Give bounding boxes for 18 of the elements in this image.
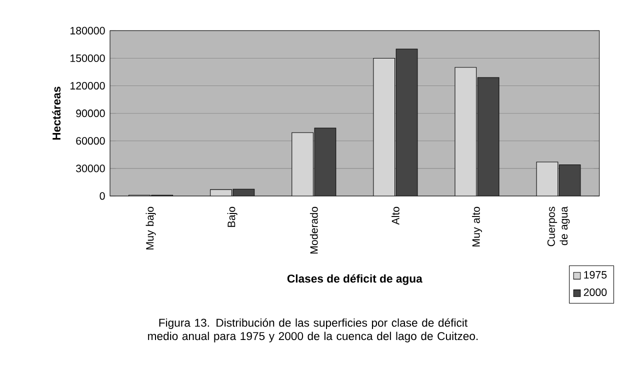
y-tick-label: 120000 — [70, 82, 105, 90]
y-tick-label: 90000 — [76, 110, 105, 118]
x-tick-label: Muy bajo — [146, 206, 156, 250]
y-tick-label: 0 — [100, 192, 105, 200]
x-tick-label: Muy alto — [472, 206, 482, 246]
y-tick-label: 180000 — [70, 26, 105, 34]
y-tick-label: 60000 — [76, 137, 105, 145]
x-tick-label: Alto — [392, 206, 400, 225]
y-axis-title: Hectáreas — [52, 86, 61, 140]
y-tick-label: 150000 — [70, 54, 105, 62]
x-tick-label: Cuerpos de agua — [547, 206, 570, 246]
legend-label: 2000 — [584, 288, 607, 296]
x-tick-label: Moderado — [310, 206, 318, 254]
x-axis-title: Clases de déficit de agua — [287, 274, 422, 285]
y-tick-label: 30000 — [76, 164, 105, 172]
text: Figura 13. Distribución de las superficies por clase de déficit medio anual para 1975 y 2000 de la cuenca del lago de Cuitzeo. — [148, 318, 478, 342]
x-tick-label: Bajo — [227, 206, 238, 227]
legend-label: 1975 — [584, 271, 607, 279]
